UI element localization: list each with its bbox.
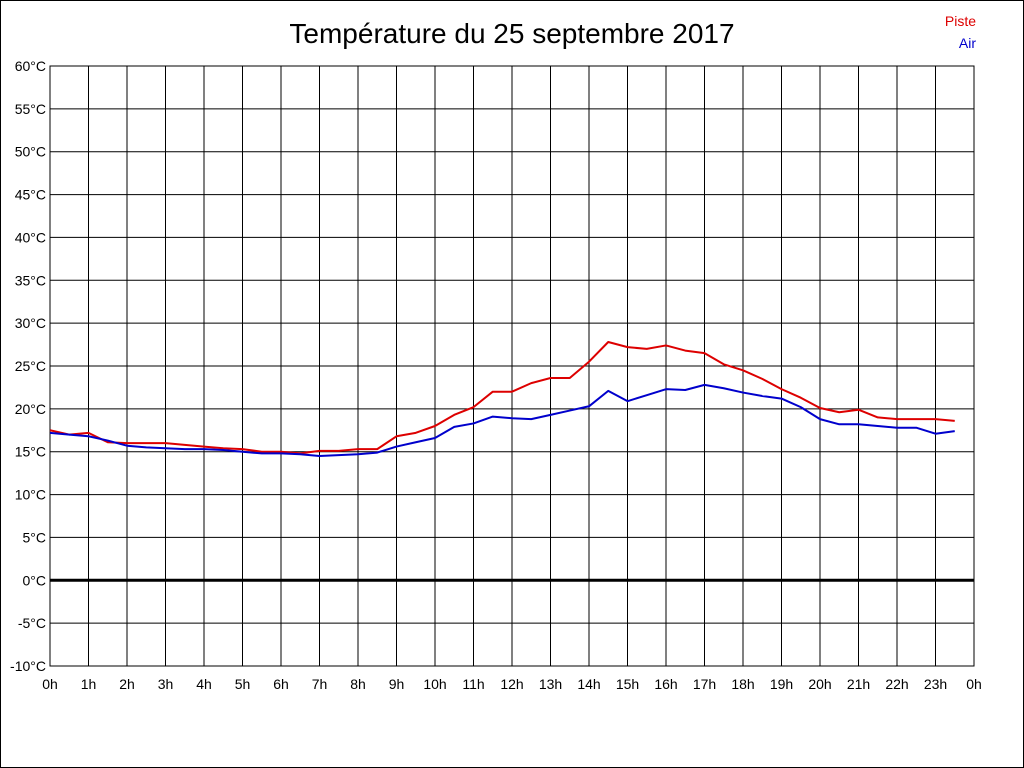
x-tick-label: 16h: [654, 676, 677, 692]
legend-piste: Piste: [944, 13, 976, 29]
chart-title: Température du 25 septembre 2017: [289, 18, 735, 49]
x-tick-label: 9h: [389, 676, 405, 692]
x-tick-label: 14h: [577, 676, 600, 692]
y-tick-label: 15°C: [15, 444, 46, 460]
x-tick-label: 4h: [196, 676, 212, 692]
y-tick-label: -10°C: [10, 658, 46, 674]
y-tick-label: 5°C: [23, 529, 47, 545]
x-tick-label: 12h: [500, 676, 523, 692]
x-tick-label: 20h: [808, 676, 831, 692]
x-tick-label: 21h: [847, 676, 870, 692]
x-tick-label: 15h: [616, 676, 639, 692]
y-tick-label: 25°C: [15, 358, 46, 374]
y-tick-label: 45°C: [15, 187, 46, 203]
y-tick-label: 55°C: [15, 101, 46, 117]
x-tick-label: 8h: [350, 676, 366, 692]
y-tick-label: 10°C: [15, 487, 46, 503]
x-tick-label: 11h: [462, 676, 484, 692]
y-tick-label: 50°C: [15, 144, 46, 160]
x-tick-label: 18h: [731, 676, 754, 692]
x-tick-label: 13h: [539, 676, 562, 692]
x-tick-label: 10h: [423, 676, 446, 692]
legend-air: Air: [958, 35, 976, 51]
x-tick-label: 1h: [81, 676, 97, 692]
y-tick-label: 60°C: [15, 58, 46, 74]
x-tick-label: 23h: [924, 676, 947, 692]
x-tick-label: 7h: [312, 676, 328, 692]
x-tick-label: 0h: [42, 676, 58, 692]
x-tick-label: 5h: [235, 676, 251, 692]
x-tick-label: 0h: [966, 676, 982, 692]
x-tick-label: 3h: [158, 676, 174, 692]
y-tick-label: 30°C: [15, 315, 46, 331]
x-tick-label: 6h: [273, 676, 289, 692]
x-tick-label: 2h: [119, 676, 135, 692]
series-line-air: [49, 383, 955, 457]
series-line-piste: [49, 341, 955, 455]
y-tick-label: 0°C: [23, 572, 47, 588]
y-tick-label: -5°C: [18, 615, 46, 631]
y-tick-label: 40°C: [15, 229, 46, 245]
y-tick-label: 35°C: [15, 272, 46, 288]
x-tick-label: 19h: [770, 676, 793, 692]
y-tick-label: 20°C: [15, 401, 46, 417]
x-tick-label: 17h: [693, 676, 716, 692]
x-tick-label: 22h: [885, 676, 908, 692]
